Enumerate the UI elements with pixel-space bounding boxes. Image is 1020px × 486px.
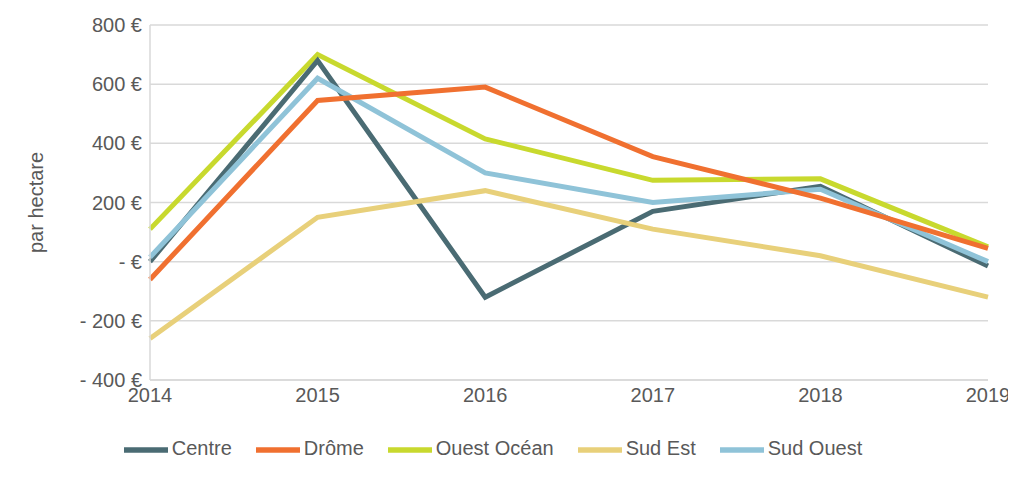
svg-text:2017: 2017 xyxy=(631,384,676,406)
svg-text:600 €: 600 € xyxy=(92,73,142,95)
svg-text:800 €: 800 € xyxy=(92,14,142,36)
svg-text:2019: 2019 xyxy=(966,384,1008,406)
html-text:Sud Est: Sud Est xyxy=(625,437,696,460)
svg-text:- 400 €: - 400 € xyxy=(80,369,142,391)
svg-text:400 €: 400 € xyxy=(92,132,142,154)
html-text:Ouest Océan: Ouest Océan xyxy=(435,437,554,460)
svg-text:2014: 2014 xyxy=(127,384,173,407)
svg-text:200 €: 200 € xyxy=(92,192,142,214)
html-text:Centre: Centre xyxy=(171,437,232,460)
svg-text:2016: 2016 xyxy=(463,384,508,406)
html-text:Sud Ouest: Sud Ouest xyxy=(767,437,863,460)
svg-text:2018: 2018 xyxy=(798,384,843,406)
svg-text:- €: - € xyxy=(119,251,142,273)
svg-text:2015: 2015 xyxy=(295,384,340,406)
html-text:Drôme: Drôme xyxy=(303,437,364,460)
svg-text:- 200 €: - 200 € xyxy=(80,310,142,332)
svg-text:par hectare: par hectare xyxy=(25,152,47,253)
